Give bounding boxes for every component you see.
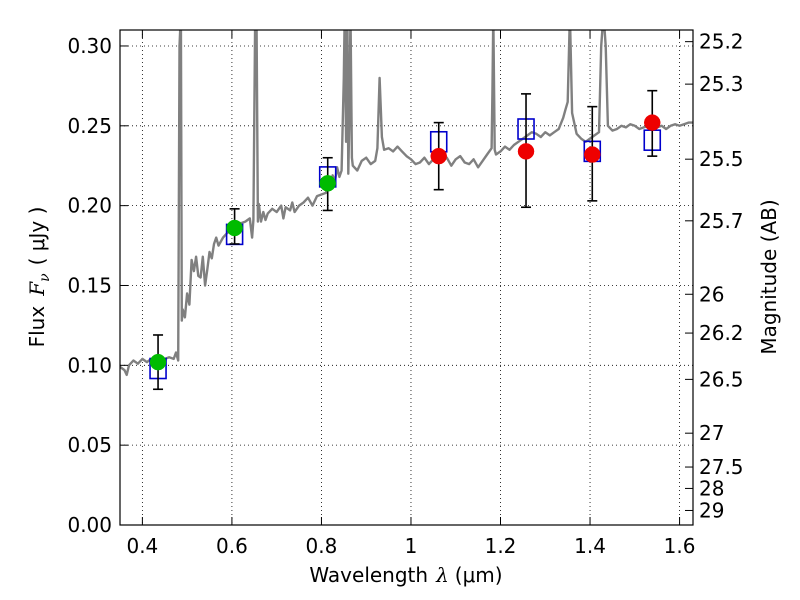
x-tick-label: 0.6 — [216, 534, 248, 558]
tick-layer: 0.4 0.6 0.8 1 1.2 1.4 1.6 0.00 0.05 0.10 0.15 0.20 0… — [67, 30, 743, 558]
observed-point — [644, 114, 661, 131]
observed-point — [584, 146, 601, 163]
y-tick-label: 0.10 — [67, 353, 112, 377]
x-tick-label: 1 — [405, 534, 418, 558]
y2-tick-label: 26 — [699, 282, 724, 306]
y-tick-label: 0.25 — [67, 114, 112, 138]
observed-point — [319, 175, 336, 192]
y2-tick-label: 25.5 — [699, 147, 744, 171]
y2-tick-label: 26.5 — [699, 367, 744, 391]
y-tick-label: 0.00 — [67, 513, 112, 537]
y-tick-label: 0.15 — [67, 273, 112, 297]
x-axis-label: Wavelength λ (μm) — [309, 563, 502, 587]
y2-tick-label: 25.3 — [699, 72, 744, 96]
y-axis-unit: ( μJy ) — [25, 207, 49, 266]
x-tick-label: 1.4 — [574, 534, 606, 558]
marker-layer — [149, 89, 662, 391]
y-tick-label: 0.30 — [67, 34, 112, 58]
y2-tick-label: 27.5 — [699, 455, 744, 479]
plot-area — [120, 30, 693, 391]
grid-layer — [120, 30, 693, 526]
y-axis-subscript: ν — [37, 273, 53, 282]
y2-axis-label: Magnitude (AB) — [757, 199, 781, 354]
y-axis-symbol: F — [25, 281, 49, 297]
x-tick-label: 0.4 — [126, 534, 158, 558]
observed-point — [517, 143, 535, 160]
observed-point — [149, 353, 167, 371]
x-axis-unit: (μm) — [455, 563, 503, 587]
y-tick-label: 0.05 — [67, 433, 112, 457]
x-tick-label: 0.8 — [306, 534, 338, 558]
y2-tick-label: 28 — [699, 476, 724, 500]
x-axis-symbol: λ — [435, 563, 449, 587]
plot-frame — [119, 29, 694, 526]
x-axis-label-text: Wavelength — [309, 563, 428, 587]
y-tick-label: 0.20 — [67, 194, 112, 218]
y2-tick-label: 27 — [699, 421, 724, 445]
x-tick-label: 1.6 — [664, 534, 696, 558]
observed-point — [226, 219, 243, 237]
y2-tick-label: 29 — [699, 498, 724, 522]
spectrum-layer — [120, 30, 693, 377]
y2-tick-label: 25.7 — [699, 209, 744, 233]
y2-tick-label: 25.2 — [699, 30, 744, 54]
observed-point — [430, 147, 447, 165]
y-axis-label-text: Flux — [25, 306, 49, 348]
spectrum-line — [120, 30, 693, 377]
y-axis-label: Flux Fν ( μJy ) — [25, 207, 53, 348]
y2-tick-label: 26.2 — [699, 321, 744, 345]
x-tick-label: 1.2 — [485, 534, 517, 558]
